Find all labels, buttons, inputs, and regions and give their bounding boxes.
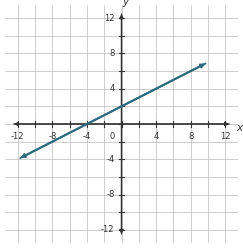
Text: -12: -12: [101, 225, 115, 234]
Text: -4: -4: [106, 155, 115, 164]
Text: 0: 0: [109, 132, 115, 141]
Text: 4: 4: [109, 84, 115, 93]
Text: 12: 12: [220, 132, 230, 141]
Text: x: x: [236, 124, 243, 133]
Text: -4: -4: [83, 132, 91, 141]
Text: -8: -8: [48, 132, 57, 141]
Text: -8: -8: [106, 190, 115, 199]
Text: 12: 12: [104, 14, 115, 23]
Text: 8: 8: [188, 132, 193, 141]
Text: 4: 4: [153, 132, 159, 141]
Text: y: y: [122, 0, 128, 7]
Text: 8: 8: [109, 49, 115, 58]
Text: -12: -12: [11, 132, 25, 141]
